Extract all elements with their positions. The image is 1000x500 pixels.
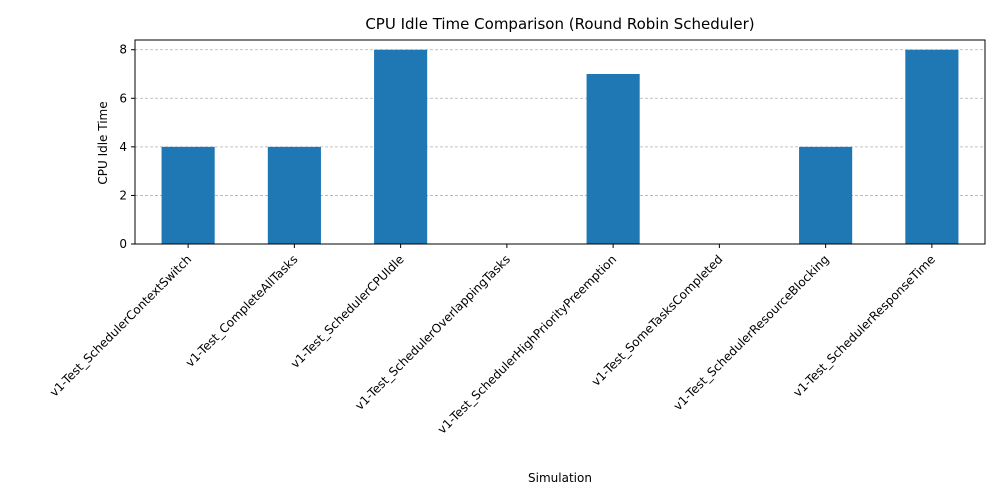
x-tick-label: v1-Test_SchedulerCPUIdle [288,252,407,371]
plot-frame [134,39,986,245]
y-axis: 0 2 4 6 8 [119,43,135,251]
x-tick-label: v1-Test_SchedulerContextSwitch [47,252,194,399]
y-tick-label: 0 [119,237,127,251]
bar [267,146,321,244]
grid-lines [135,49,985,196]
bar [586,74,640,244]
y-tick-label: 4 [119,140,127,154]
x-tick-label: v1-Test_SchedulerHighPriorityPreemption [435,252,619,436]
bar [374,49,428,244]
chart-title: CPU Idle Time Comparison (Round Robin Sc… [365,15,754,33]
bar [905,49,959,244]
y-tick-label: 8 [119,43,127,57]
bar [799,146,853,244]
bar [161,146,215,244]
y-axis-label: CPU Idle Time [96,101,110,184]
x-tick-label: v1-Test_CompleteAllTasks [183,252,301,370]
x-axis: v1-Test_SchedulerContextSwitchv1-Test_Co… [47,244,938,437]
bars [161,49,959,244]
y-tick-label: 6 [119,91,127,105]
y-tick-label: 2 [119,188,127,202]
x-axis-label: Simulation [528,471,592,485]
